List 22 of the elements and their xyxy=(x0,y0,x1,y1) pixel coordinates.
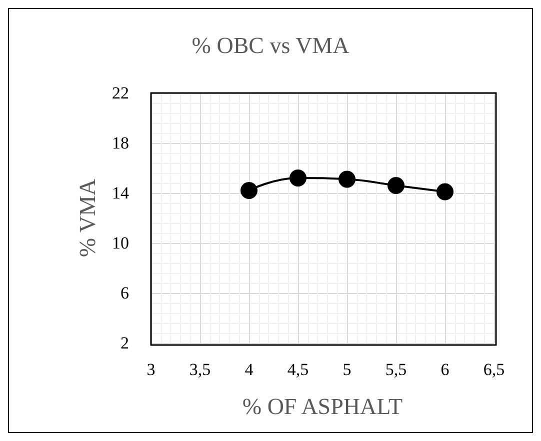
y-axis-title: % VMA xyxy=(75,178,100,258)
y-tick-label: 14 xyxy=(112,184,130,202)
x-tick-label: 4,5 xyxy=(287,360,309,379)
x-axis-title: % OF ASPHALT xyxy=(242,394,403,419)
y-tick-label: 22 xyxy=(112,84,129,102)
point xyxy=(338,170,356,188)
point xyxy=(388,177,404,194)
y-tick-label: 10 xyxy=(112,234,129,252)
x-tick-label: 6,5 xyxy=(483,360,505,379)
x-tick-label: 3,5 xyxy=(189,360,211,379)
point xyxy=(290,170,306,186)
chart-title: % OBC vs VMA xyxy=(192,33,350,58)
x-tick-label: 3 xyxy=(146,360,156,379)
y-tick-label: 6 xyxy=(120,284,129,302)
y-tick-label: 2 xyxy=(120,334,129,352)
x-tick-label: 5 xyxy=(342,360,352,379)
x-tick-label: 4 xyxy=(244,360,254,379)
y-tick-label: 18 xyxy=(112,134,129,152)
x-tick-label: 5,5 xyxy=(385,360,407,379)
x-tick-label: 6 xyxy=(440,360,450,379)
point xyxy=(240,182,258,199)
point xyxy=(436,183,454,200)
